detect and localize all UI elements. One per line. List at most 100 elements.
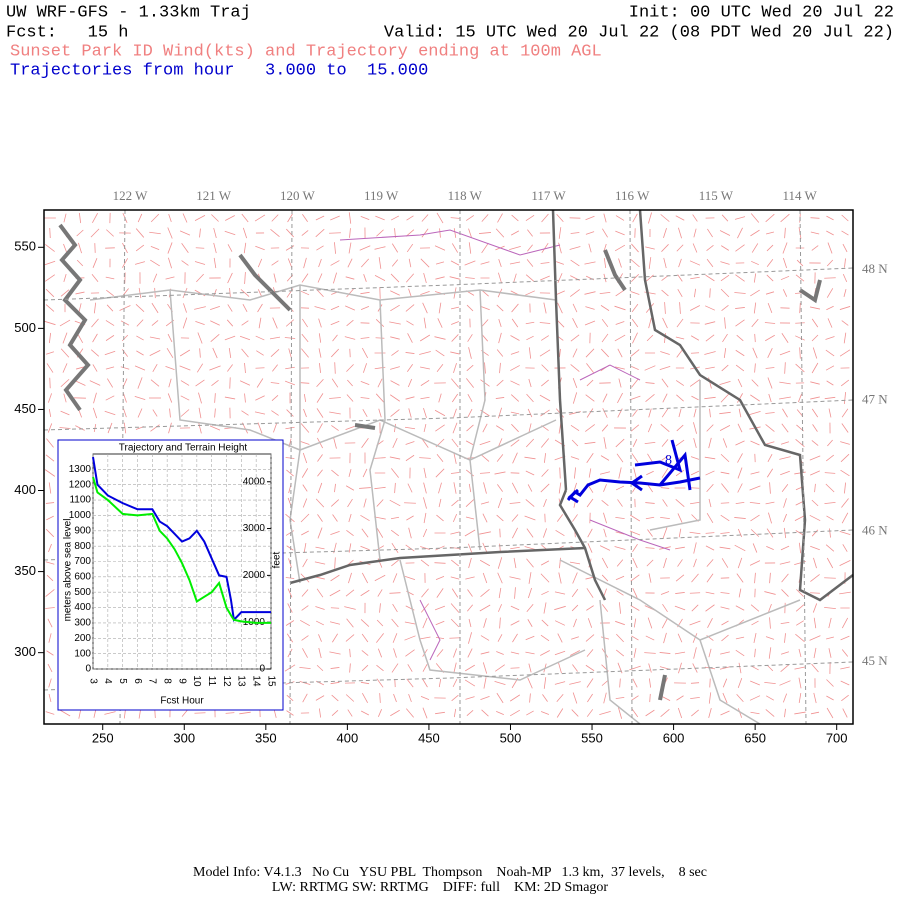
wind-barb bbox=[570, 334, 580, 342]
wind-barb bbox=[751, 260, 759, 266]
wind-barb bbox=[708, 498, 712, 508]
latitude-label: 47 N bbox=[862, 392, 888, 407]
x-tick-label: 350 bbox=[255, 730, 277, 745]
wind-barb bbox=[720, 261, 730, 265]
wind-barb bbox=[750, 604, 760, 612]
wind-barb bbox=[480, 454, 490, 462]
wind-barb bbox=[662, 527, 668, 539]
wind-barb bbox=[318, 647, 322, 659]
wind-barb bbox=[451, 243, 459, 253]
wind-barb bbox=[809, 455, 821, 461]
wind-barb bbox=[302, 318, 308, 328]
wind-barb bbox=[693, 558, 697, 568]
wind-barb bbox=[226, 319, 234, 327]
wind-barb bbox=[394, 423, 396, 433]
wind-barb bbox=[331, 425, 339, 431]
wind-barb bbox=[48, 393, 52, 403]
wind-barb bbox=[78, 212, 82, 224]
wind-barb bbox=[586, 678, 594, 688]
wind-barb bbox=[481, 242, 489, 254]
wind-barb bbox=[689, 620, 701, 626]
wind-barb bbox=[169, 408, 171, 418]
inset-plot: 0100200300400500600700800900100011001200… bbox=[69, 453, 276, 687]
wind-barb bbox=[630, 574, 640, 582]
wind-barb bbox=[556, 261, 564, 265]
wind-barb bbox=[810, 381, 820, 385]
wind-barb bbox=[541, 619, 549, 627]
wind-barb bbox=[423, 317, 427, 329]
wind-barb bbox=[705, 366, 715, 370]
wind-barb bbox=[345, 694, 355, 702]
wind-barb bbox=[509, 261, 521, 265]
wind-barb bbox=[648, 408, 652, 418]
wind-barb bbox=[810, 592, 820, 594]
wind-barb bbox=[618, 467, 622, 479]
wind-barb bbox=[375, 337, 385, 339]
wind-barb bbox=[541, 590, 549, 596]
wind-barb bbox=[374, 275, 386, 281]
state-borders bbox=[289, 209, 854, 602]
wind-barb bbox=[136, 319, 144, 327]
wind-barb bbox=[556, 213, 564, 223]
wind-barb bbox=[840, 379, 850, 387]
wind-barb bbox=[826, 636, 834, 640]
wind-barb bbox=[166, 347, 174, 359]
wind-barb bbox=[632, 409, 638, 417]
wind-barb bbox=[465, 469, 475, 477]
wind-barb bbox=[719, 230, 731, 236]
wind-barb bbox=[570, 456, 580, 460]
wind-barb bbox=[196, 363, 204, 373]
wind-barb bbox=[841, 649, 849, 657]
wind-barb bbox=[331, 710, 339, 716]
wind-barb bbox=[572, 572, 578, 584]
wind-barb bbox=[271, 214, 279, 222]
wind-barb bbox=[347, 709, 353, 717]
latitude-label: 48 N bbox=[862, 261, 888, 276]
wind-barb bbox=[796, 259, 804, 267]
longitude-label: 121 W bbox=[196, 188, 232, 203]
y-tick-label: 1200 bbox=[69, 479, 92, 490]
wind-barb bbox=[270, 382, 280, 384]
wind-barb bbox=[840, 469, 850, 477]
wind-barb bbox=[784, 227, 786, 239]
wind-barb bbox=[839, 559, 851, 567]
wind-barb bbox=[258, 317, 262, 329]
wind-barb bbox=[779, 561, 791, 565]
wind-barb bbox=[104, 711, 116, 715]
wind-barb bbox=[644, 365, 656, 371]
y2-tick-label: 4000 bbox=[243, 476, 266, 487]
wind-barb bbox=[437, 318, 443, 328]
wind-barb bbox=[646, 274, 654, 282]
wind-barb bbox=[826, 230, 834, 236]
wind-barb bbox=[45, 711, 55, 715]
wind-barb bbox=[766, 528, 774, 538]
wind-barb bbox=[722, 678, 728, 688]
wind-barb bbox=[150, 213, 160, 223]
wind-barb bbox=[795, 322, 805, 324]
series-line bbox=[92, 456, 271, 623]
wind-barb bbox=[824, 501, 836, 505]
wind-barb bbox=[420, 380, 430, 386]
wind-barb bbox=[661, 455, 669, 461]
wind-barb bbox=[482, 513, 488, 523]
wind-barb bbox=[541, 364, 549, 372]
wind-barb bbox=[600, 305, 610, 311]
wind-barb bbox=[453, 452, 457, 464]
wind-barb bbox=[690, 305, 700, 311]
wind-barb bbox=[479, 440, 491, 446]
wind-barb bbox=[720, 710, 730, 716]
wind-barb bbox=[91, 318, 99, 328]
wind-barb bbox=[363, 274, 367, 282]
wind-barb bbox=[301, 348, 309, 358]
wind-barb bbox=[224, 335, 236, 341]
wind-barb bbox=[825, 454, 835, 462]
wind-barb bbox=[287, 588, 293, 598]
x-tick-label: 5 bbox=[117, 678, 128, 684]
wind-barb bbox=[301, 230, 309, 236]
wind-barb bbox=[360, 589, 370, 597]
wind-barb bbox=[675, 336, 685, 340]
wind-barb bbox=[346, 288, 354, 298]
wind-barb bbox=[465, 516, 475, 520]
wind-barb bbox=[451, 588, 459, 598]
y-tick-label: 300 bbox=[74, 618, 91, 629]
